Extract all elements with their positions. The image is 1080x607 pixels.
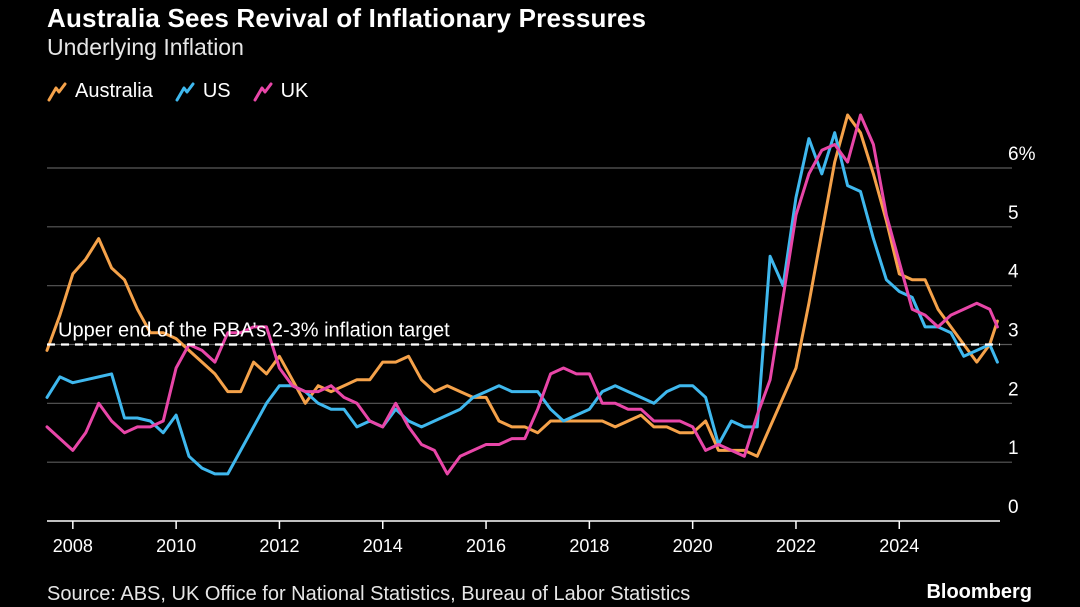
y-tick-label: 6% bbox=[1008, 144, 1036, 165]
x-tick-label: 2014 bbox=[363, 536, 403, 556]
x-tick-label: 2010 bbox=[156, 536, 196, 556]
legend-swatch-uk bbox=[253, 82, 273, 101]
legend: Australia US UK bbox=[47, 80, 308, 103]
x-tick-label: 2008 bbox=[53, 536, 93, 556]
x-tick-label: 2024 bbox=[879, 536, 919, 556]
y-tick-label: 5 bbox=[1008, 203, 1019, 224]
x-tick-label: 2018 bbox=[569, 536, 609, 556]
series-line-uk bbox=[45, 113, 999, 476]
chart-subtitle: Underlying Inflation bbox=[47, 34, 244, 60]
legend-swatch-us bbox=[175, 82, 195, 101]
x-tick-label: 2020 bbox=[673, 536, 713, 556]
legend-item-uk: UK bbox=[253, 80, 309, 103]
x-tick-label: 2016 bbox=[466, 536, 506, 556]
legend-swatch-australia bbox=[47, 82, 67, 101]
reference-line-label: Upper end of the RBA’s 2-3% inflation ta… bbox=[58, 320, 450, 342]
series-line-us bbox=[45, 131, 999, 476]
legend-item-us: US bbox=[175, 80, 231, 103]
y-tick-label: 2 bbox=[1008, 379, 1019, 400]
y-tick-label: 1 bbox=[1008, 438, 1019, 459]
chart-title: Australia Sees Revival of Inflationary P… bbox=[47, 3, 647, 33]
y-tick-label: 0 bbox=[1008, 497, 1019, 518]
x-tick-label: 2022 bbox=[776, 536, 816, 556]
legend-item-australia: Australia bbox=[47, 80, 153, 103]
y-tick-label: 3 bbox=[1008, 321, 1019, 342]
legend-label-us: US bbox=[202, 80, 231, 102]
source-note: Source: ABS, UK Office for National Stat… bbox=[47, 583, 691, 605]
series-line-australia bbox=[45, 113, 999, 458]
bloomberg-logo: Bloomberg bbox=[926, 581, 1032, 603]
legend-label-australia: Australia bbox=[75, 80, 153, 102]
y-tick-label: 4 bbox=[1008, 262, 1019, 283]
legend-label-uk: UK bbox=[280, 80, 309, 102]
x-tick-label: 2012 bbox=[259, 536, 299, 556]
